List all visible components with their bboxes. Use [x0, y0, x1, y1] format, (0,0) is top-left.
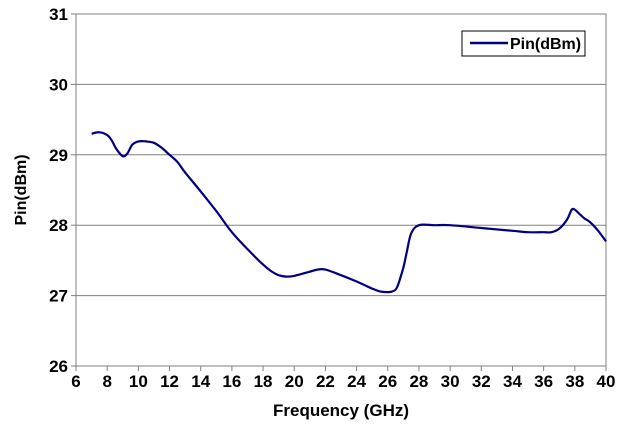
y-axis-label: Pin(dBm) — [13, 154, 30, 225]
x-tick-label: 36 — [534, 372, 553, 391]
x-axis-ticks: 6 8 10 12 14 16 18 20 22 24 26 28 30 32 34 36 38 40 — [71, 366, 615, 391]
y-tick-label: 30 — [49, 75, 68, 94]
x-tick-label: 22 — [316, 372, 335, 391]
y-tick-label: 28 — [49, 216, 68, 235]
legend: Pin(dBm) — [461, 30, 586, 57]
x-tick-label: 14 — [191, 372, 210, 391]
gridlines — [76, 83, 606, 297]
x-tick-label: 24 — [347, 372, 366, 391]
x-tick-label: 32 — [472, 372, 491, 391]
x-axis-label: Frequency (GHz) — [273, 401, 409, 420]
y-tick-label: 29 — [49, 146, 68, 165]
x-tick-label: 26 — [378, 372, 397, 391]
x-tick-label: 12 — [160, 372, 179, 391]
x-tick-label: 34 — [503, 372, 522, 391]
plot-area — [75, 13, 607, 367]
x-tick-label: 6 — [71, 372, 80, 391]
x-tick-label: 10 — [129, 372, 148, 391]
x-tick-label: 18 — [254, 372, 273, 391]
x-tick-label: 28 — [409, 372, 428, 391]
y-axis-ticks: 26 27 28 29 30 31 — [49, 5, 76, 376]
y-tick-label: 27 — [49, 287, 68, 306]
x-tick-label: 20 — [285, 372, 304, 391]
x-tick-label: 38 — [565, 372, 584, 391]
y-tick-label: 31 — [49, 5, 68, 24]
x-tick-label: 8 — [102, 372, 111, 391]
y-tick-label: 26 — [49, 357, 68, 376]
series-lines — [91, 131, 607, 294]
x-tick-label: 30 — [441, 372, 460, 391]
x-tick-label: 16 — [222, 372, 241, 391]
x-tick-label: 40 — [597, 372, 616, 391]
legend-label: Pin(dBm) — [510, 36, 581, 53]
series-line — [91, 131, 607, 294]
